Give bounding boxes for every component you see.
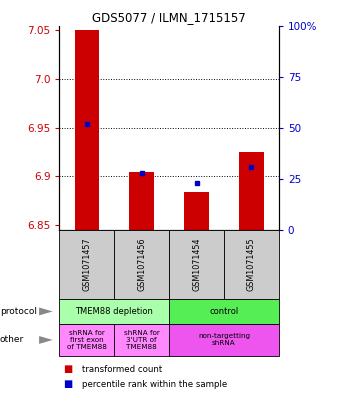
- Text: shRNA for
first exon
of TMEM88: shRNA for first exon of TMEM88: [67, 330, 107, 350]
- Bar: [184, 192, 209, 230]
- Text: ■: ■: [63, 364, 72, 375]
- Bar: [74, 30, 99, 230]
- Text: other: other: [0, 336, 24, 344]
- Text: shRNA for
3'UTR of
TMEM88: shRNA for 3'UTR of TMEM88: [124, 330, 160, 350]
- Text: GSM1071454: GSM1071454: [192, 237, 201, 291]
- Bar: [239, 152, 264, 230]
- Text: protocol: protocol: [0, 307, 37, 316]
- Text: control: control: [209, 307, 239, 316]
- Title: GDS5077 / ILMN_1715157: GDS5077 / ILMN_1715157: [92, 11, 246, 24]
- Polygon shape: [39, 336, 53, 344]
- Text: non-targetting
shRNA: non-targetting shRNA: [198, 333, 250, 347]
- Text: transformed count: transformed count: [82, 365, 162, 374]
- Text: ■: ■: [63, 379, 72, 389]
- Text: percentile rank within the sample: percentile rank within the sample: [82, 380, 227, 389]
- Text: GSM1071456: GSM1071456: [137, 237, 146, 291]
- Text: GSM1071455: GSM1071455: [247, 237, 256, 291]
- Bar: [130, 171, 154, 230]
- Polygon shape: [39, 307, 53, 315]
- Text: GSM1071457: GSM1071457: [82, 237, 91, 291]
- Text: TMEM88 depletion: TMEM88 depletion: [75, 307, 153, 316]
